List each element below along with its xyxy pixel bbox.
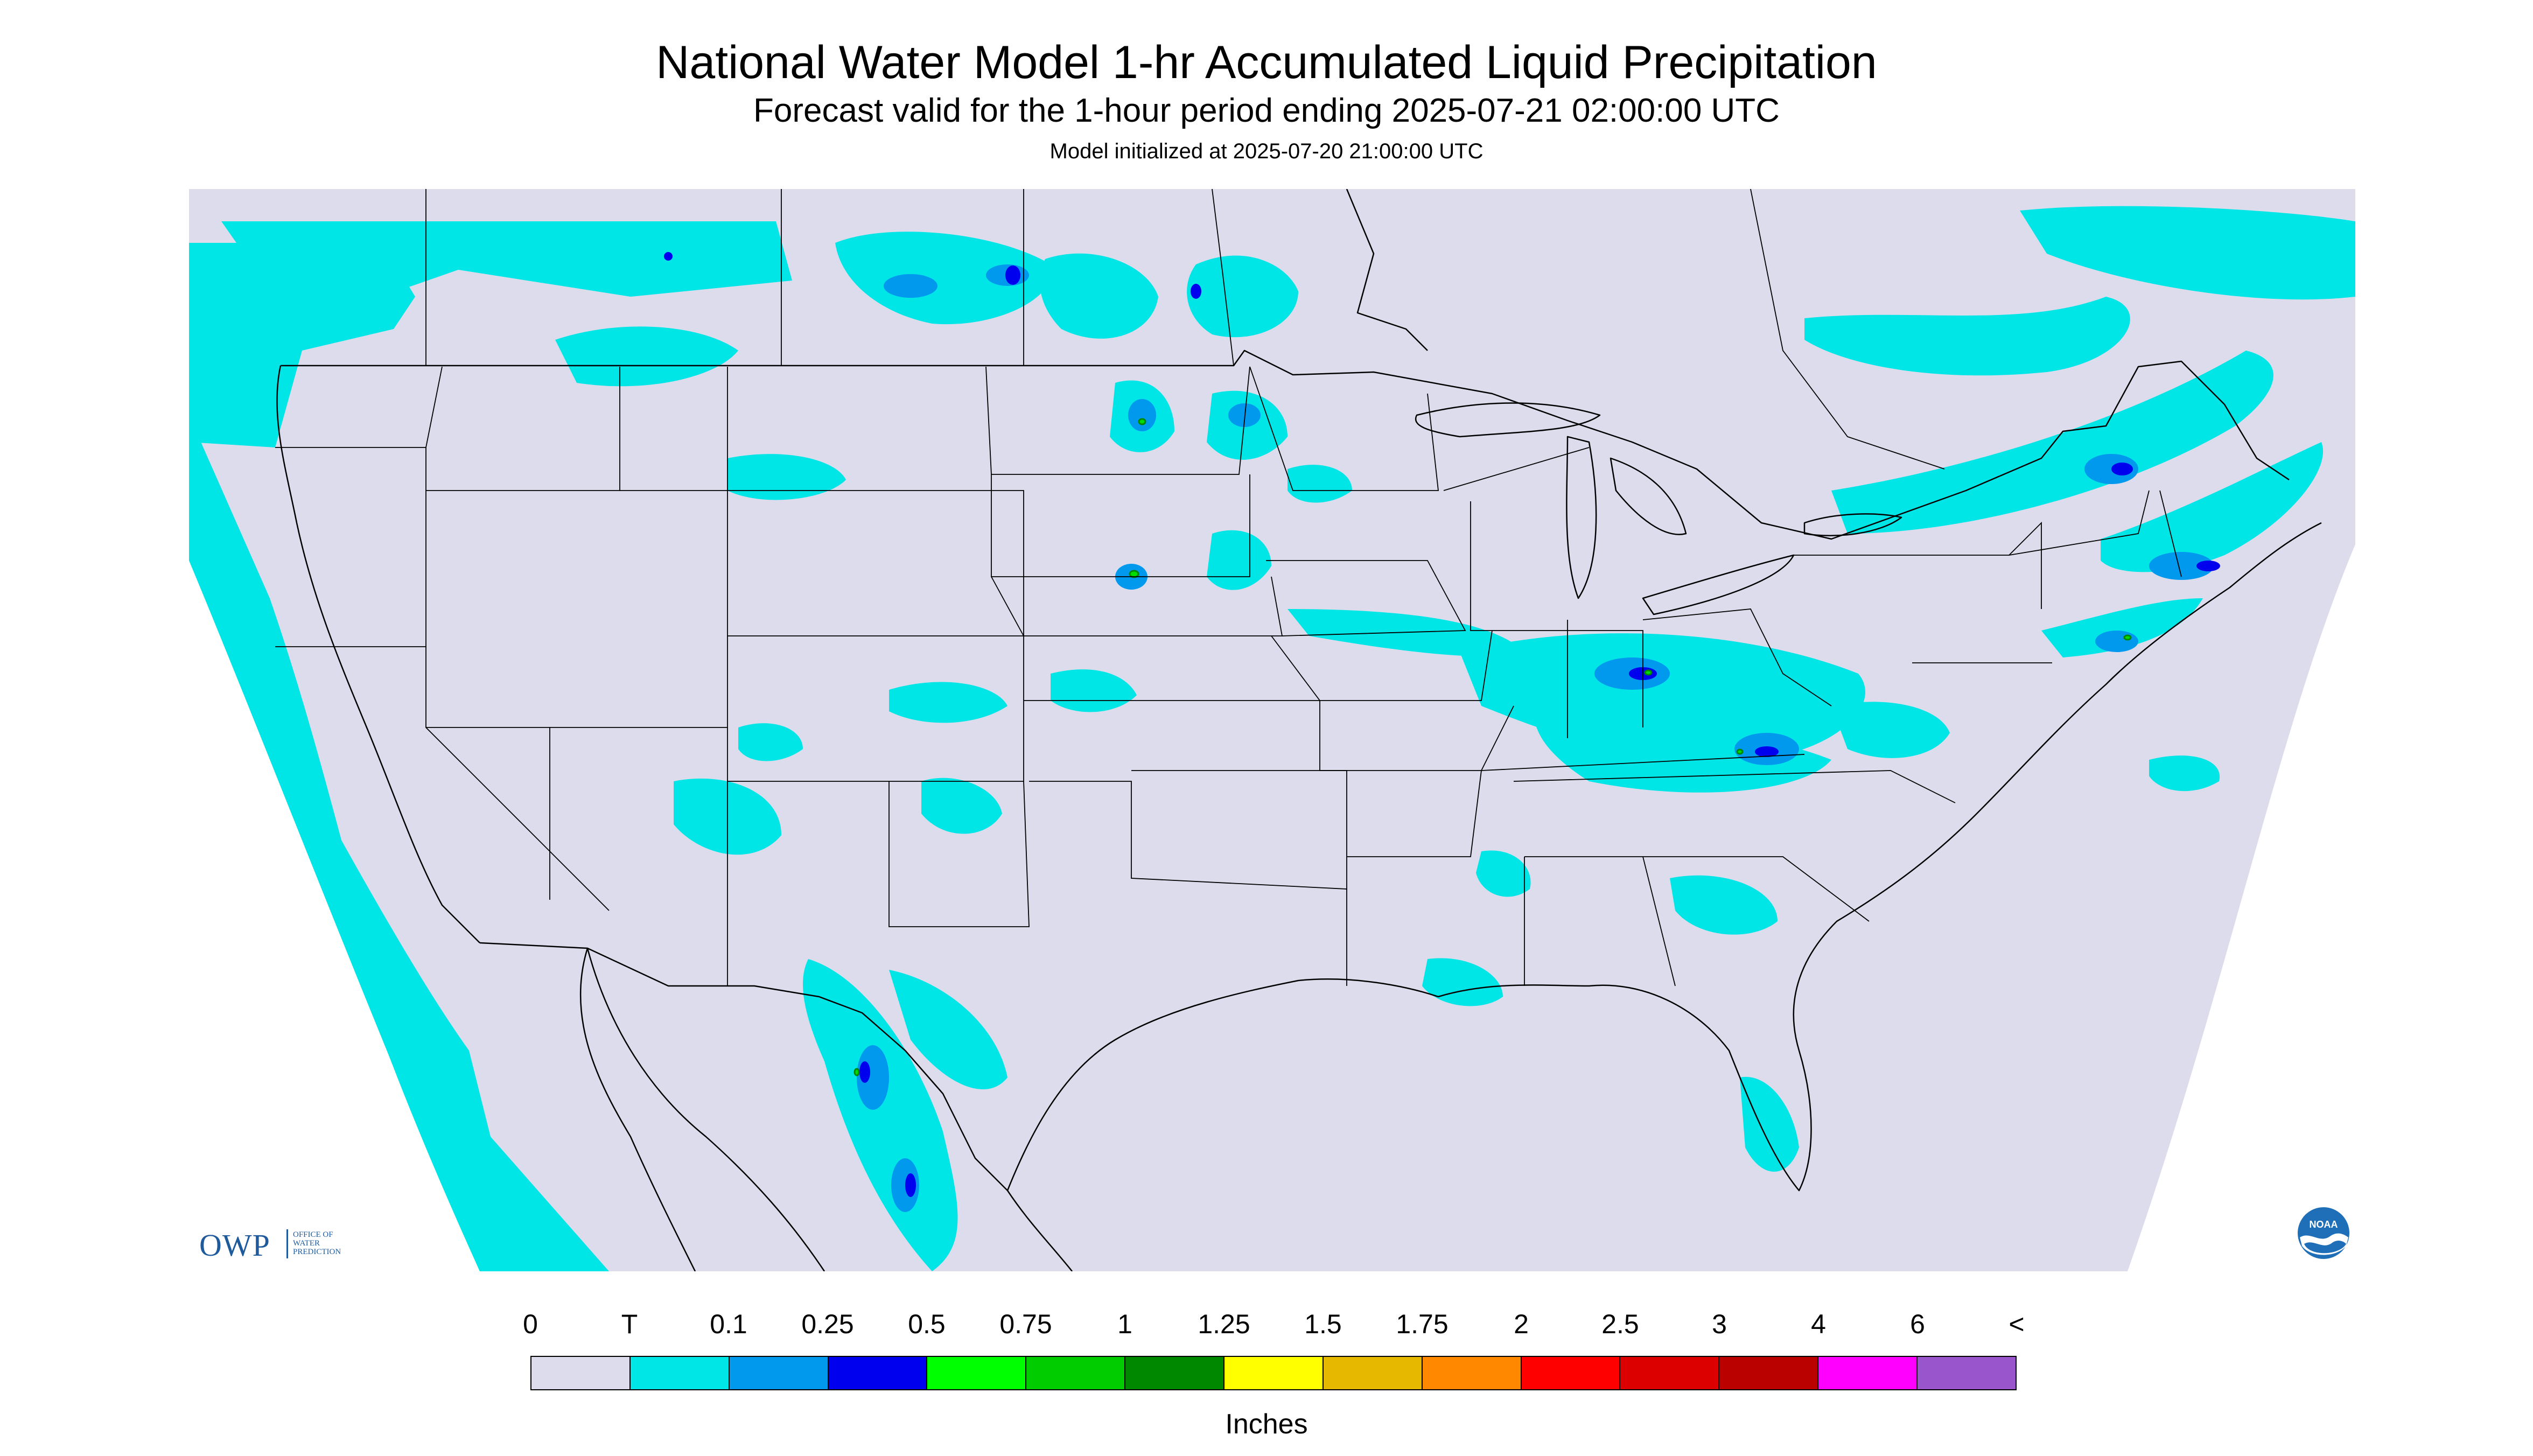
owp-subtitle-line-3: PREDICTION [293, 1248, 341, 1256]
precip-sd [1207, 530, 1271, 590]
precip-atlantic [2149, 755, 2220, 792]
legend-swatch [1719, 1357, 1819, 1389]
legend-tick-label: 2 [1514, 1309, 1529, 1339]
precip-pacific-coast [189, 415, 523, 1271]
precip-bc-band [221, 221, 792, 329]
owp-subtitle-line-2: WATER [293, 1239, 320, 1248]
precip-heavy-cores [853, 418, 2132, 1076]
legend-tick-label: 0.1 [710, 1309, 747, 1339]
legend-tick-label: 1.25 [1198, 1309, 1250, 1339]
great-lakes-superior [1415, 402, 1601, 438]
precip-mexico-central [889, 970, 1007, 1090]
legend-swatch [1026, 1357, 1126, 1389]
precip-new-england [2101, 442, 2324, 572]
great-lakes-ontario [1803, 513, 1902, 536]
noaa-logo-text: NOAA [2310, 1219, 2338, 1230]
legend-swatch [1224, 1357, 1324, 1389]
precip-mexico-west [803, 959, 958, 1271]
owp-subtitle-line-1: OFFICE OF [293, 1230, 333, 1239]
owp-divider [286, 1229, 288, 1258]
legend-tick-label: 0.5 [908, 1309, 946, 1339]
precip-az [738, 723, 803, 761]
canada-province-boundaries [425, 189, 1945, 470]
legend-tick-label: 0.75 [999, 1309, 1052, 1339]
legend-tick-label: 3 [1712, 1309, 1727, 1339]
legend-tick-label: 6 [1910, 1309, 1925, 1339]
legend-swatch [729, 1357, 829, 1389]
legend-swatch [927, 1357, 1027, 1389]
precip-montana [555, 326, 738, 387]
legend-tick-label: 1 [1117, 1309, 1132, 1339]
precip-nyc-coast [2041, 598, 2203, 657]
precip-ontario-sw [1288, 465, 1352, 503]
legend-tick-label: 1.5 [1304, 1309, 1342, 1339]
legend-units: Inches [1225, 1409, 1308, 1440]
legend-swatch [1918, 1357, 2016, 1389]
precip-co [889, 682, 1007, 723]
noaa-logo: NOAA [2298, 1207, 2349, 1259]
precip-pacific-offshore [297, 760, 609, 1271]
precip-sask [1040, 253, 1158, 339]
precip-kentucky [1534, 706, 1831, 793]
precip-trace-areas [189, 206, 2355, 1271]
legend-color-bar [530, 1356, 2017, 1390]
legend-tick-label: < [2009, 1309, 2025, 1339]
precip-ms-al [1476, 850, 1531, 897]
us-west-coast [276, 365, 480, 943]
precip-florida [1740, 1076, 1799, 1172]
great-lakes-huron [1610, 457, 1687, 535]
precip-wy [727, 454, 846, 500]
precip-nm [921, 778, 1002, 834]
us-canada-border [281, 349, 2290, 540]
great-lakes-erie [1642, 554, 1795, 615]
legend-swatch [1620, 1357, 1720, 1389]
legend-tick-label: T [621, 1309, 638, 1339]
legend-swatch [828, 1357, 928, 1389]
precip-gulf-coast [1422, 958, 1503, 1006]
precip-quebec [1804, 297, 2130, 376]
owp-logo: OWP OFFICE OF WATER PREDICTION [199, 1225, 372, 1263]
map-subtitle: Forecast valid for the 1-hour period end… [753, 92, 1780, 129]
great-lakes-michigan [1566, 436, 1597, 599]
precip-labrador [2020, 206, 2355, 300]
legend-tick-label: 2.5 [1601, 1309, 1639, 1339]
precip-ga [1670, 875, 1778, 935]
legend-tick-label: 0.25 [801, 1309, 854, 1339]
us-mexico-border [479, 942, 1008, 1191]
legend-swatch [1125, 1357, 1225, 1389]
mexico-gulf-coast [1006, 1190, 1073, 1271]
legend-tick-label: 1.75 [1396, 1309, 1449, 1339]
model-init-line: Model initialized at 2025-07-20 21:00:00… [1049, 139, 1484, 163]
precip-tx-panhandle [1051, 669, 1137, 712]
legend-tick-label: 4 [1811, 1309, 1826, 1339]
precip-alberta [835, 232, 1052, 325]
baja-peninsula [579, 948, 696, 1271]
precipitation-map [189, 189, 2355, 1271]
precip-great-lakes [1831, 351, 2273, 534]
state-boundaries [275, 366, 2182, 986]
mexico-pacific-coast [586, 948, 825, 1271]
hudson-bay-shore [1346, 189, 1428, 351]
legend-swatch [531, 1357, 631, 1389]
owp-subtitle: OFFICE OF WATER PREDICTION [293, 1230, 358, 1256]
gulf-coast [1006, 522, 2322, 1192]
legend-swatch [630, 1357, 730, 1389]
legend-swatch [1422, 1357, 1522, 1389]
precip-manitoba [1187, 255, 1298, 338]
legend-tick-label: 0 [523, 1309, 538, 1339]
legend-swatch [1521, 1357, 1621, 1389]
owp-wordmark: OWP [199, 1228, 270, 1263]
legend-ticks: 0 T 0.1 0.25 0.5 0.75 1 1.25 1.5 1.75 2 2.5 3 4 6 < [523, 1308, 2025, 1341]
legend-swatch [1323, 1357, 1423, 1389]
map-title: National Water Model 1-hr Accumulated Li… [656, 37, 1877, 88]
precip-va [1831, 702, 1950, 758]
legend-swatch [1818, 1357, 1918, 1389]
map-boundaries [276, 189, 2322, 1271]
